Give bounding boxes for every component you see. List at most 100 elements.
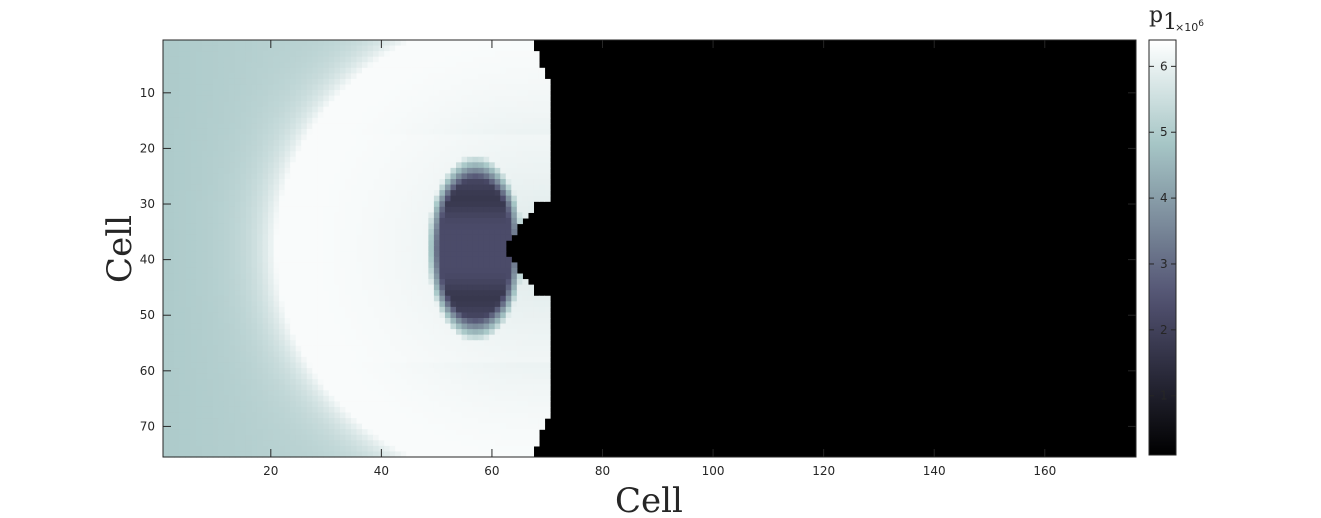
heatmap-cell <box>268 256 275 263</box>
heatmap-cell <box>262 323 269 330</box>
heatmap-cell <box>428 217 435 225</box>
heatmap-cell <box>472 279 479 286</box>
heatmap-cell <box>406 95 413 102</box>
heatmap-cell <box>279 423 286 430</box>
heatmap-cell <box>301 151 308 158</box>
heatmap-cell <box>511 229 518 236</box>
heatmap-cell <box>472 362 479 369</box>
heatmap-cell <box>450 101 457 108</box>
heatmap-cell <box>500 262 507 269</box>
heatmap-cell <box>273 117 280 124</box>
heatmap-cell <box>500 395 507 402</box>
heatmap-cell <box>328 384 335 391</box>
heatmap-cell <box>190 229 197 236</box>
heatmap-cell <box>229 223 236 230</box>
heatmap-cell <box>262 306 269 314</box>
heatmap-cell <box>323 206 330 213</box>
heatmap-cell <box>179 62 186 69</box>
heatmap-cell <box>456 67 463 74</box>
heatmap-cell <box>229 67 236 74</box>
heatmap-cell <box>251 106 258 113</box>
heatmap-cell <box>422 184 429 191</box>
heatmap-cell <box>229 140 236 147</box>
heatmap-cell <box>279 412 286 419</box>
heatmap-cell <box>367 384 374 391</box>
heatmap-cell <box>306 362 313 369</box>
heatmap-cell <box>339 323 347 330</box>
heatmap-cell <box>262 90 269 97</box>
heatmap-cell <box>345 117 352 124</box>
heatmap-cell <box>251 368 258 375</box>
heatmap-cell <box>168 167 175 175</box>
heatmap-cell <box>505 412 512 419</box>
heatmap-cell <box>395 406 402 414</box>
heatmap-cell <box>345 284 352 291</box>
heatmap-cell <box>339 40 347 47</box>
heatmap-cell <box>400 173 407 180</box>
heatmap-cell <box>196 201 203 208</box>
heatmap-cell <box>395 134 402 141</box>
heatmap-cell <box>378 106 385 113</box>
heatmap-cell <box>334 429 341 436</box>
heatmap-cell <box>256 267 264 275</box>
heatmap-cell <box>306 229 313 236</box>
heatmap-cell <box>384 312 391 319</box>
heatmap-cell <box>384 123 391 130</box>
heatmap-cell <box>229 279 236 286</box>
heatmap-cell <box>179 334 186 341</box>
heatmap-cell <box>328 434 335 441</box>
heatmap-cell <box>240 145 247 152</box>
heatmap-cell <box>240 406 247 414</box>
heatmap-cell <box>483 134 490 141</box>
heatmap-cell <box>389 306 396 314</box>
heatmap-cell <box>301 101 308 108</box>
heatmap-cell <box>207 117 214 124</box>
heatmap-cell <box>279 134 286 141</box>
heatmap-cell <box>262 162 269 169</box>
heatmap-cell <box>472 418 479 425</box>
heatmap-cell <box>328 62 335 69</box>
heatmap-cell <box>207 434 214 441</box>
heatmap-cell <box>339 201 347 208</box>
heatmap-cell <box>268 429 275 436</box>
heatmap-cell <box>256 306 264 314</box>
heatmap-cell <box>467 434 474 441</box>
heatmap-cell <box>223 101 230 108</box>
heatmap-cell <box>489 145 496 152</box>
heatmap-cell <box>533 340 540 347</box>
heatmap-cell <box>256 395 264 402</box>
heatmap-cell <box>395 128 402 136</box>
heatmap-cell <box>444 45 452 52</box>
heatmap-cell <box>328 240 335 247</box>
heatmap-cell <box>373 290 380 297</box>
heatmap-cell <box>168 368 175 375</box>
heatmap-cell <box>212 412 219 419</box>
heatmap-cell <box>483 84 490 91</box>
heatmap-cell <box>450 290 457 297</box>
heatmap-cell <box>538 101 546 108</box>
heatmap-cell <box>268 345 275 352</box>
heatmap-cell <box>373 90 380 97</box>
heatmap-cell <box>522 167 529 175</box>
heatmap-cell <box>400 167 407 175</box>
heatmap-cell <box>168 390 175 397</box>
heatmap-cell <box>522 401 529 408</box>
heatmap-cell <box>395 395 402 402</box>
heatmap-cell <box>273 273 280 280</box>
heatmap-cell <box>196 368 203 375</box>
heatmap-cell <box>317 67 324 74</box>
heatmap-cell <box>444 418 452 425</box>
heatmap-cell <box>163 362 170 369</box>
heatmap-cell <box>478 40 485 47</box>
heatmap-cell <box>478 334 485 341</box>
heatmap-cell <box>411 368 418 375</box>
heatmap-cell <box>494 267 501 275</box>
heatmap-cell <box>323 78 330 86</box>
heatmap-cell <box>201 384 208 391</box>
heatmap-cell <box>439 440 446 447</box>
heatmap-cell <box>212 123 219 130</box>
heatmap-cell <box>406 340 413 347</box>
heatmap-cell <box>439 390 446 397</box>
heatmap-cell <box>478 90 485 97</box>
heatmap-cell <box>544 117 551 124</box>
